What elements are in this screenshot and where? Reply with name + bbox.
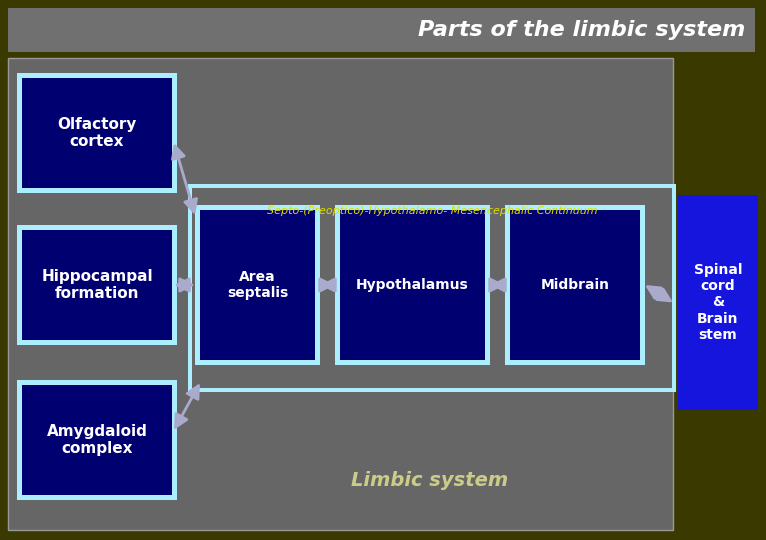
Text: Hypothalamus: Hypothalamus [356,278,469,292]
FancyBboxPatch shape [22,78,172,188]
FancyBboxPatch shape [505,205,645,365]
Text: Septo-(Preoptico)-Hypothalamo- Mesencephalic Continuum: Septo-(Preoptico)-Hypothalamo- Mesenceph… [267,206,597,216]
Text: Amygdaloid
complex: Amygdaloid complex [47,424,147,456]
Text: Limbic system: Limbic system [352,470,509,489]
FancyBboxPatch shape [188,184,676,392]
FancyBboxPatch shape [17,380,177,500]
FancyBboxPatch shape [335,205,490,365]
FancyBboxPatch shape [192,188,672,388]
FancyBboxPatch shape [22,230,172,340]
FancyBboxPatch shape [678,195,758,410]
Text: Parts of the limbic system: Parts of the limbic system [417,20,745,40]
FancyBboxPatch shape [17,225,177,345]
FancyBboxPatch shape [22,385,172,495]
FancyBboxPatch shape [510,210,640,360]
Text: Olfactory
cortex: Olfactory cortex [57,117,136,149]
FancyBboxPatch shape [340,210,485,360]
Text: Midbrain: Midbrain [541,278,610,292]
FancyBboxPatch shape [195,205,320,365]
FancyBboxPatch shape [200,210,315,360]
Text: Spinal
cord
&
Brain
stem: Spinal cord & Brain stem [694,263,742,342]
FancyBboxPatch shape [8,8,755,52]
Text: Area
septalis: Area septalis [227,270,288,300]
Text: Hippocampal
formation: Hippocampal formation [41,269,152,301]
FancyBboxPatch shape [8,58,673,530]
FancyBboxPatch shape [17,73,177,193]
